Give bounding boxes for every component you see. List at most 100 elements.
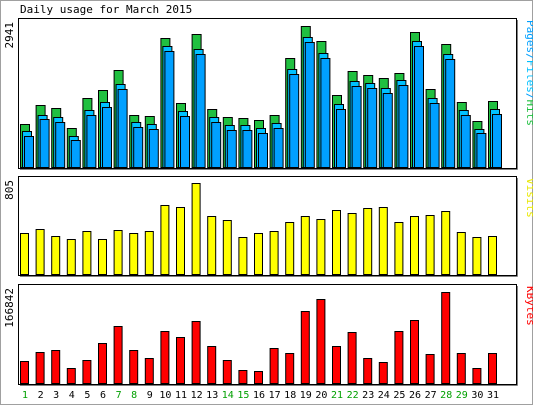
bar-kbytes-day-22 [347,332,357,384]
x-tick-label-day-10: 10 [159,390,171,401]
bar-visits-day-14 [222,220,232,275]
bar-visits-day-26 [410,216,419,275]
bar-pages-day-8 [133,127,144,168]
bar-pages-day-1 [24,136,34,168]
bar-kbytes-day-16 [254,371,263,384]
bar-pages-day-28 [445,59,456,168]
bar-pages-day-24 [382,93,393,168]
x-tick-label-day-16: 16 [253,390,265,401]
bar-visits-day-17 [269,231,279,275]
bar-kbytes-day-23 [363,358,373,384]
bar-visits-day-6 [98,239,107,275]
x-tick-label-day-13: 13 [206,390,218,401]
bar-pages-day-16 [258,133,268,168]
bar-visits-day-29 [456,232,466,275]
bar-pages-day-11 [180,116,190,168]
x-tick-label-day-28: 28 [440,390,452,401]
bar-kbytes-day-1 [20,361,29,384]
bar-pages-day-14 [226,130,237,168]
bar-visits-day-30 [472,237,482,275]
bar-kbytes-day-14 [222,360,232,384]
legend-entry-2-1: Visits [524,178,533,218]
bar-visits-day-19 [300,216,310,275]
bar-visits-day-5 [82,231,92,275]
x-tick-label-day-11: 11 [175,390,187,401]
bar-visits-day-28 [441,211,451,275]
bar-visits-day-3 [51,236,61,275]
bar-visits-day-1 [20,233,29,275]
bar-kbytes-day-30 [472,368,482,384]
x-tick-label-day-1: 1 [22,390,28,401]
x-tick-label-day-9: 9 [147,390,153,401]
x-tick-label-day-30: 30 [471,390,483,401]
bar-kbytes-day-10 [160,331,170,384]
bar-kbytes-day-19 [300,311,310,384]
x-tick-label-day-22: 22 [347,390,359,401]
bar-visits-day-16 [254,233,263,275]
bar-kbytes-day-17 [269,348,279,384]
chart-title: Daily usage for March 2015 [20,3,192,16]
bar-pages-day-3 [55,122,66,168]
bar-visits-day-23 [363,208,373,275]
bar-pages-day-13 [211,122,222,168]
bar-kbytes-day-26 [410,320,419,384]
x-tick-label-day-23: 23 [362,390,374,401]
bar-kbytes-day-6 [98,343,107,384]
bar-kbytes-day-12 [191,321,201,384]
bar-pages-day-25 [398,85,409,168]
bar-pages-day-7 [117,89,128,168]
bar-pages-day-21 [336,109,346,168]
bar-kbytes-day-29 [456,353,466,384]
y-max-label-1: 2941 [3,22,16,49]
bar-kbytes-day-21 [332,346,341,384]
bar-visits-day-7 [113,230,123,275]
bar-pages-day-31 [492,114,502,168]
bar-pages-day-4 [70,140,81,168]
bar-pages-day-2 [39,119,50,168]
bar-visits-day-11 [176,207,185,275]
bar-pages-day-30 [476,133,487,168]
y-max-label-2: 805 [3,180,16,200]
bar-kbytes-day-3 [51,350,61,384]
bar-visits-day-22 [347,213,357,275]
x-tick-label-day-14: 14 [222,390,234,401]
legend-2: Visits [524,178,533,218]
bar-kbytes-day-18 [285,353,295,384]
bar-pages-day-27 [429,103,440,168]
x-tick-label-day-26: 26 [409,390,421,401]
legend-3: KBytes [524,286,533,326]
bar-kbytes-day-4 [66,368,76,384]
x-tick-label-day-4: 4 [69,390,75,401]
bar-kbytes-day-13 [207,346,217,384]
bar-pages-day-15 [242,130,253,168]
bar-kbytes-day-27 [425,354,435,384]
bar-visits-day-21 [332,210,341,275]
legend-entry-1-2: / [524,53,533,60]
x-tick-label-day-6: 6 [100,390,106,401]
bar-kbytes-day-8 [129,350,139,384]
bar-kbytes-day-20 [316,299,326,384]
bar-pages-day-12 [195,54,206,168]
bar-visits-day-24 [378,207,388,275]
x-tick-label-day-21: 21 [331,390,343,401]
bar-pages-day-6 [102,107,112,168]
bar-pages-day-22 [351,86,362,168]
bar-kbytes-day-7 [113,326,123,384]
bar-visits-day-20 [316,219,326,275]
bar-visits-day-2 [35,229,45,275]
bar-pages-day-23 [367,88,378,168]
bar-kbytes-day-25 [394,331,404,384]
bar-visits-day-9 [144,231,154,275]
bar-visits-day-27 [425,215,435,275]
bar-pages-day-29 [460,115,471,168]
bar-pages-day-20 [320,58,331,168]
bar-visits-day-18 [285,222,295,275]
x-tick-label-day-19: 19 [300,390,312,401]
bar-kbytes-day-11 [176,337,185,384]
legend-entry-1-5: Hits [524,100,533,127]
bar-kbytes-day-5 [82,360,92,384]
x-tick-label-day-15: 15 [237,390,249,401]
bar-kbytes-day-28 [441,292,451,384]
